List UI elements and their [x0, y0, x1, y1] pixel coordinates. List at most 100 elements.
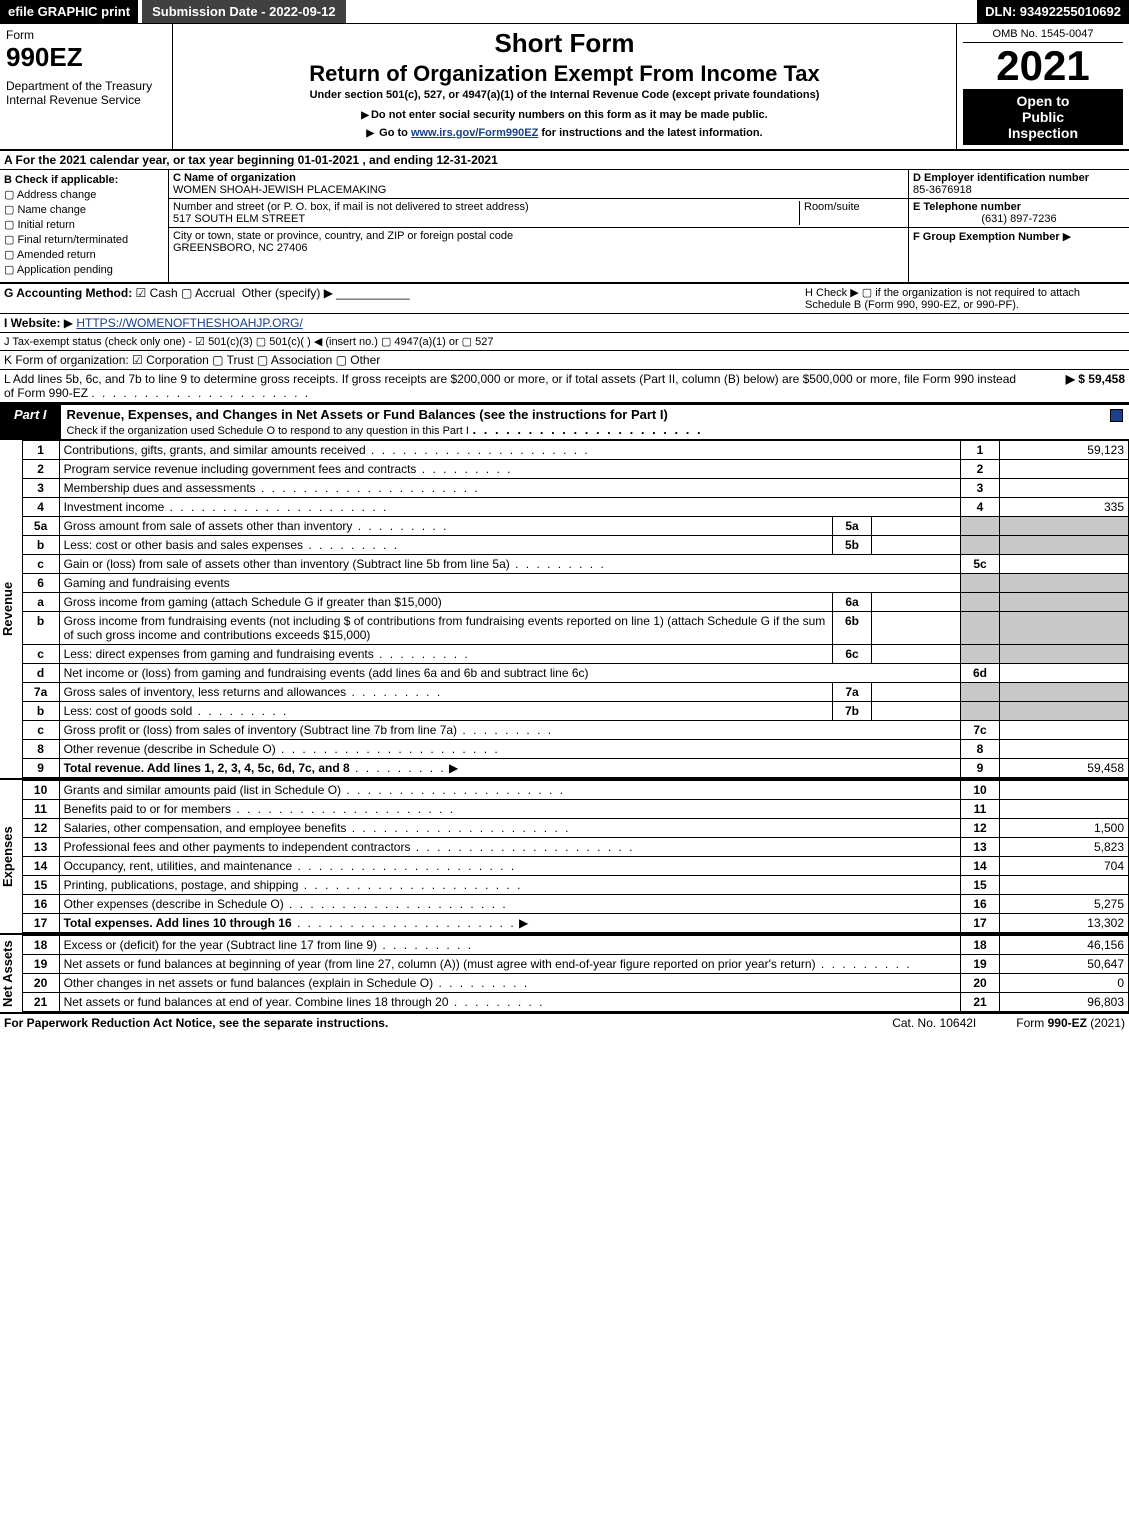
shaded-cell — [961, 683, 1000, 702]
open-line3: Inspection — [967, 125, 1119, 141]
line-desc: Less: cost of goods sold — [64, 704, 193, 718]
footer: For Paperwork Reduction Act Notice, see … — [0, 1014, 1129, 1032]
line-rn: 10 — [961, 781, 1000, 800]
line-11: 11Benefits paid to or for members11 — [22, 800, 1128, 819]
header-center: Short Form Return of Organization Exempt… — [173, 24, 957, 149]
shaded-cell — [1000, 612, 1129, 645]
sub-num: 5b — [833, 536, 872, 555]
row-l-text: L Add lines 5b, 6c, and 7b to line 9 to … — [4, 372, 1025, 400]
line-val: 5,823 — [1000, 838, 1129, 857]
part1-checkbox[interactable] — [1104, 405, 1129, 439]
section-b: B Check if applicable: ▢ Address change … — [0, 170, 169, 282]
chk-final-return[interactable]: ▢ Final return/terminated — [4, 233, 164, 246]
d-label: D Employer identification number — [913, 172, 1089, 184]
line-rn: 6d — [961, 664, 1000, 683]
line-desc: Gaming and fundraising events — [59, 574, 960, 593]
dots — [341, 783, 565, 797]
line-desc: Net assets or fund balances at end of ye… — [64, 995, 449, 1009]
chk-name-change[interactable]: ▢ Name change — [4, 203, 164, 216]
goto-line: Go to www.irs.gov/Form990EZ for instruct… — [179, 127, 950, 139]
line-rn: 11 — [961, 800, 1000, 819]
line-desc: Total expenses. Add lines 10 through 16 — [64, 916, 292, 930]
expenses-side-label: Expenses — [0, 780, 22, 933]
line-desc: Printing, publications, postage, and shi… — [64, 878, 299, 892]
line-desc: Gross sales of inventory, less returns a… — [64, 685, 347, 699]
part1-title: Revenue, Expenses, and Changes in Net As… — [61, 405, 1104, 439]
row-l-amount: ▶ $ 59,458 — [1025, 372, 1125, 400]
chk-application-pending[interactable]: ▢ Application pending — [4, 263, 164, 276]
sub-val — [872, 517, 961, 536]
sub-val — [872, 593, 961, 612]
goto-suffix: for instructions and the latest informat… — [541, 127, 762, 139]
sub-num: 7a — [833, 683, 872, 702]
line-rn: 3 — [961, 479, 1000, 498]
e-label: E Telephone number — [913, 201, 1021, 213]
irs-label: Internal Revenue Service — [6, 93, 166, 107]
header-right: OMB No. 1545-0047 2021 Open to Public In… — [957, 24, 1129, 149]
line-val — [1000, 555, 1129, 574]
line-val: 96,803 — [1000, 993, 1129, 1012]
line-9: 9Total revenue. Add lines 1, 2, 3, 4, 5c… — [22, 759, 1128, 778]
chk-label: Application pending — [17, 264, 113, 276]
line-val — [1000, 479, 1129, 498]
top-bar: efile GRAPHIC print Submission Date - 20… — [0, 0, 1129, 24]
dots — [350, 761, 446, 775]
line-3: 3Membership dues and assessments 3 — [22, 479, 1128, 498]
line-desc: Less: direct expenses from gaming and fu… — [64, 647, 374, 661]
line-val: 59,123 — [1000, 441, 1129, 460]
shaded-cell — [1000, 683, 1129, 702]
expenses-section: Expenses 10Grants and similar amounts pa… — [0, 780, 1129, 935]
goto-link[interactable]: www.irs.gov/Form990EZ — [411, 127, 538, 139]
line-val: 5,275 — [1000, 895, 1129, 914]
ssn-warning: Do not enter social security numbers on … — [179, 109, 950, 121]
sub-val — [872, 683, 961, 702]
line-12: 12Salaries, other compensation, and empl… — [22, 819, 1128, 838]
line-desc: Gross income from fundraising events (no… — [59, 612, 832, 645]
i-label: I Website: — [4, 316, 64, 330]
chk-initial-return[interactable]: ▢ Initial return — [4, 218, 164, 231]
line-desc: Membership dues and assessments — [64, 481, 256, 495]
line-10: 10Grants and similar amounts paid (list … — [22, 781, 1128, 800]
dots — [510, 557, 606, 571]
group-exemption-cell: F Group Exemption Number ▶ — [909, 228, 1129, 245]
street-cell: Number and street (or P. O. box, if mail… — [169, 199, 908, 228]
line-19: 19Net assets or fund balances at beginni… — [22, 955, 1128, 974]
line-6: 6Gaming and fundraising events — [22, 574, 1128, 593]
website-link[interactable]: HTTPS://WOMENOFTHESHOAHJP.ORG/ — [76, 316, 302, 330]
dln: DLN: 93492255010692 — [977, 0, 1129, 23]
header-left: Form 990EZ Department of the Treasury In… — [0, 24, 173, 149]
line-desc: Excess or (deficit) for the year (Subtra… — [64, 938, 377, 952]
form-header: Form 990EZ Department of the Treasury In… — [0, 24, 1129, 151]
row-g-h: G Accounting Method: ☑ Cash ▢ Accrual Ot… — [0, 284, 1129, 314]
line-rn: 14 — [961, 857, 1000, 876]
form-ref: Form 990-EZ (2021) — [1016, 1016, 1125, 1030]
line-7a: 7a Gross sales of inventory, less returns… — [22, 683, 1128, 702]
sub-val — [872, 702, 961, 721]
line-val: 59,458 — [1000, 759, 1129, 778]
expenses-table: 10Grants and similar amounts paid (list … — [22, 780, 1129, 933]
line-desc: Investment income — [64, 500, 165, 514]
shaded-cell — [961, 702, 1000, 721]
line-7c: cGross profit or (loss) from sales of in… — [22, 721, 1128, 740]
shaded-cell — [961, 574, 1000, 593]
line-rn: 15 — [961, 876, 1000, 895]
chk-address-change[interactable]: ▢ Address change — [4, 188, 164, 201]
g-label: G Accounting Method: — [4, 286, 132, 300]
line-rn: 5c — [961, 555, 1000, 574]
line-desc: Program service revenue including govern… — [64, 462, 417, 476]
phone: (631) 897-7236 — [913, 213, 1125, 225]
line-desc: Gain or (loss) from sale of assets other… — [64, 557, 510, 571]
submission-date: Submission Date - 2022-09-12 — [142, 0, 346, 23]
dots — [346, 685, 442, 699]
chk-amended-return[interactable]: ▢ Amended return — [4, 248, 164, 261]
goto-prefix: Go to — [379, 127, 411, 139]
revenue-table: 1Contributions, gifts, grants, and simil… — [22, 440, 1129, 778]
line-rn: 13 — [961, 838, 1000, 857]
g-other: Other (specify) — [242, 286, 321, 300]
efile-label[interactable]: efile GRAPHIC print — [0, 0, 138, 23]
dept-label: Department of the Treasury — [6, 79, 166, 93]
chk-label: Address change — [17, 189, 97, 201]
dots — [457, 723, 553, 737]
dots — [164, 500, 388, 514]
netassets-side-label: Net Assets — [0, 935, 22, 1012]
